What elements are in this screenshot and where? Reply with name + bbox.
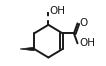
Text: O: O — [79, 18, 87, 28]
Polygon shape — [20, 47, 34, 51]
Text: OH: OH — [79, 38, 95, 48]
Text: OH: OH — [50, 6, 66, 16]
